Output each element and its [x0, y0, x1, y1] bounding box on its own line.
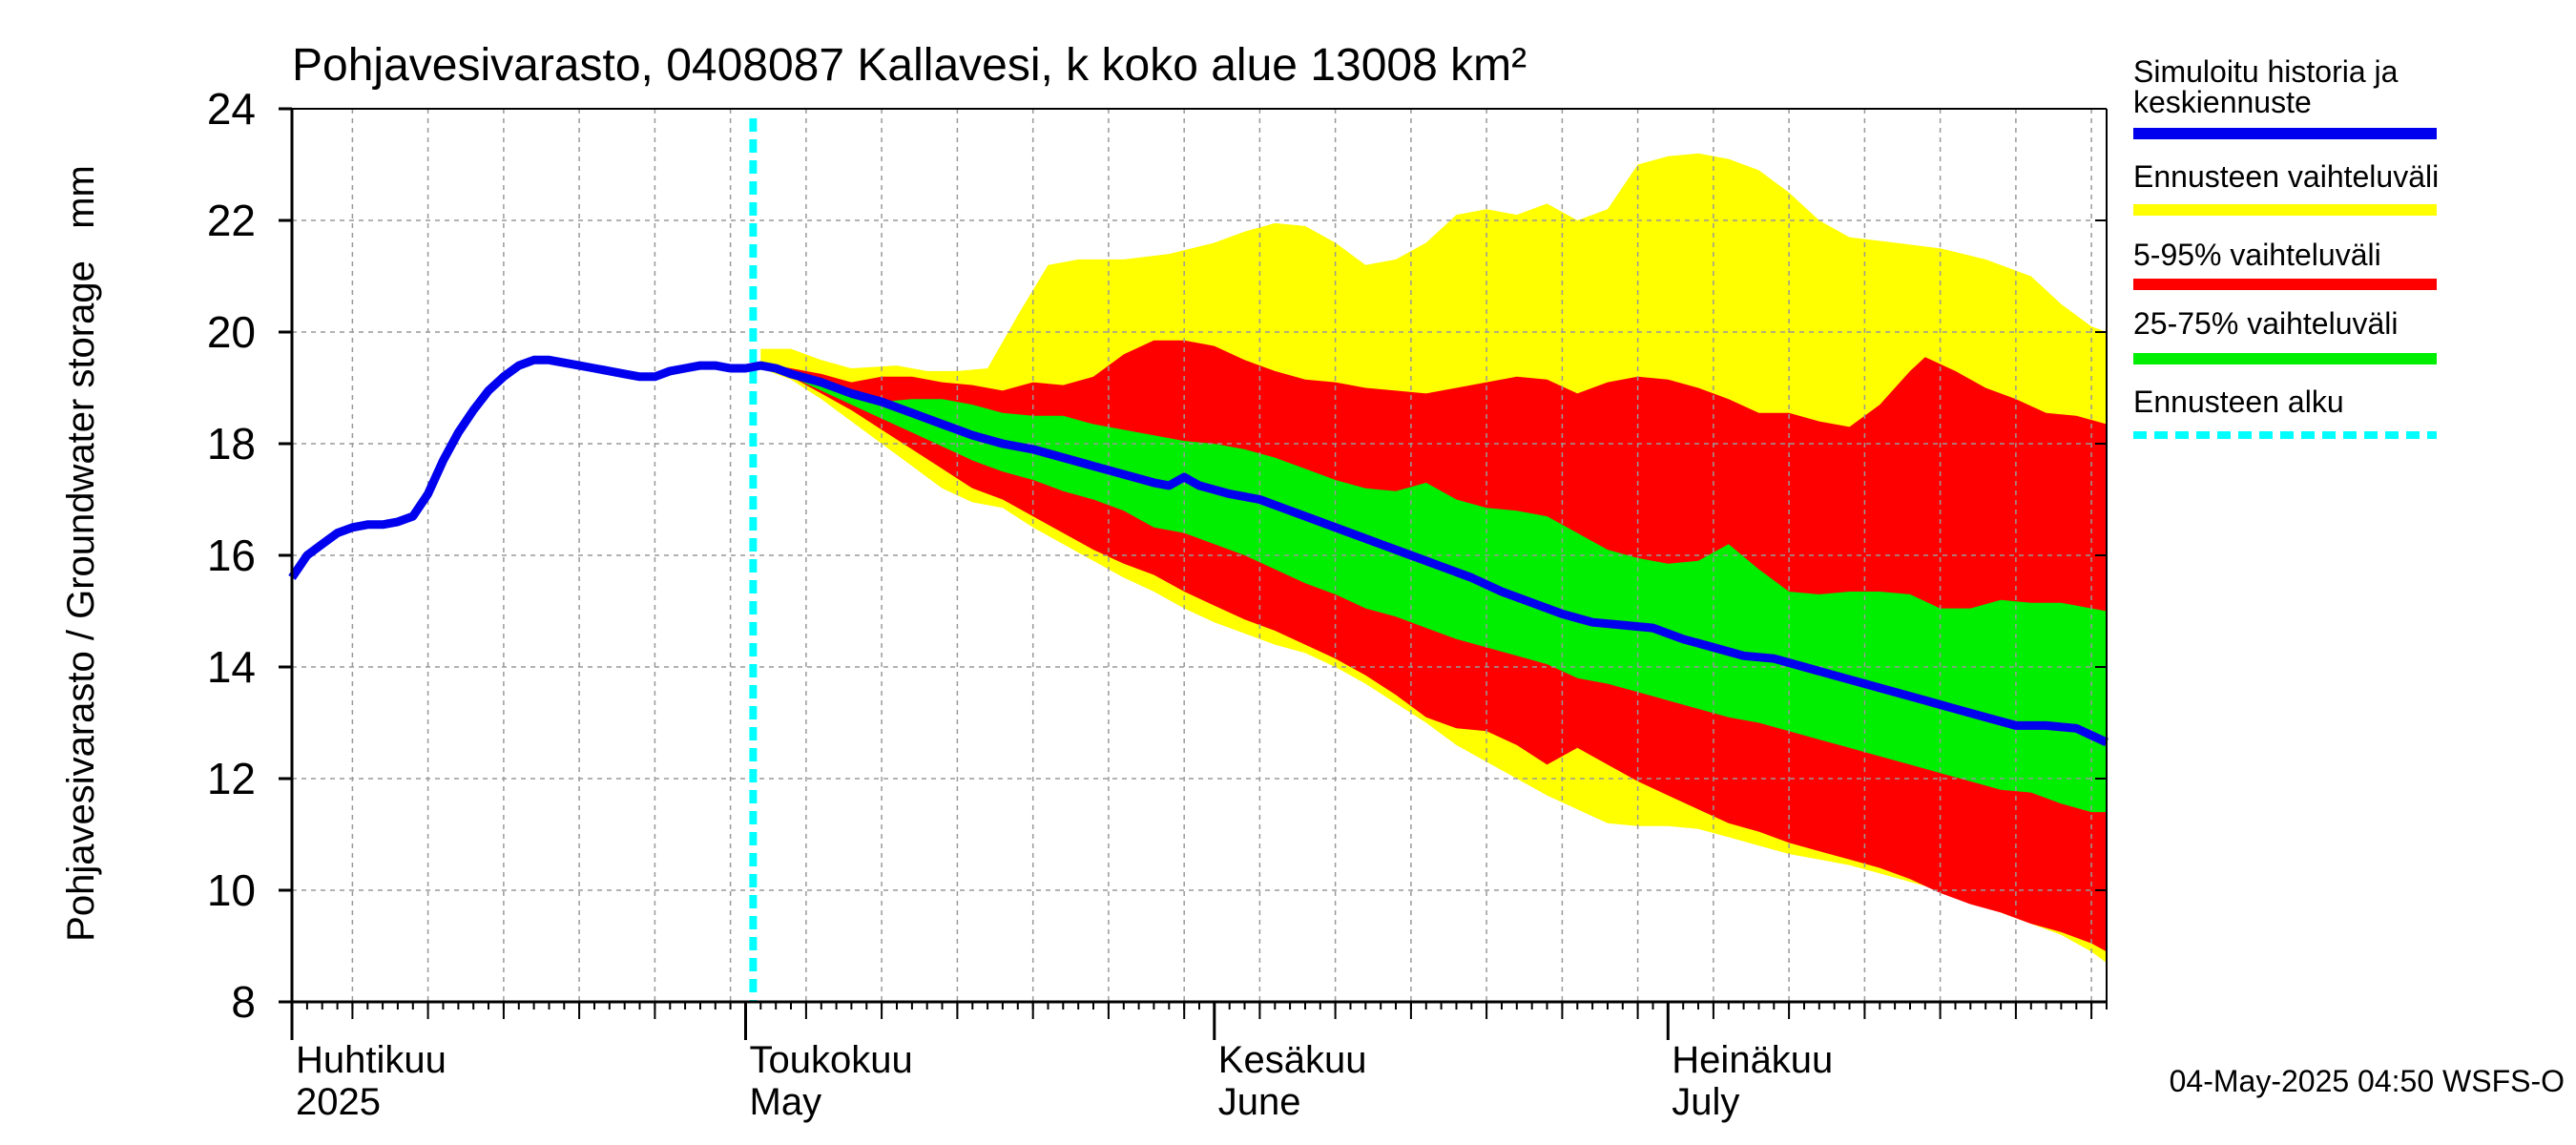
- median-line-layer: [288, 355, 2109, 747]
- y-axis-ticks: 8 10 12 14 16 18 20 22 24: [207, 84, 2107, 1027]
- chart-title: Pohjavesivarasto, 0408087 Kallavesi, k k…: [292, 40, 1527, 91]
- y-tick-label: 14: [207, 642, 256, 692]
- month-label-en: July: [1672, 1081, 1739, 1123]
- legend-label: 25-75% vaihteluväli: [2133, 306, 2399, 341]
- month-label-en: May: [750, 1081, 822, 1123]
- y-tick-label: 20: [207, 307, 256, 357]
- forecast-bands: [760, 153, 2107, 964]
- timestamp-footer: 04-May-2025 04:50 WSFS-O: [2170, 1064, 2565, 1098]
- y-tick-label: 16: [207, 531, 256, 580]
- y-axis-label: Pohjavesivarasto / Groundwater storage m…: [60, 165, 102, 942]
- month-label-fi: Toukokuu: [750, 1039, 913, 1081]
- legend-label: Simuloitu historia ja: [2133, 54, 2399, 89]
- legend-label: 5-95% vaihteluväli: [2133, 238, 2381, 272]
- month-label-fi: Kesäkuu: [1218, 1039, 1367, 1081]
- band-3: [791, 370, 2107, 813]
- y-tick-label: 12: [207, 754, 256, 803]
- month-label-fi: Heinäkuu: [1672, 1039, 1833, 1081]
- month-label-en: 2025: [296, 1081, 381, 1123]
- y-tick-label: 22: [207, 196, 256, 245]
- legend-label: keskiennuste: [2133, 85, 2312, 119]
- month-label-en: June: [1218, 1081, 1301, 1123]
- median-forecast-line: [288, 355, 2109, 747]
- month-label-fi: Huhtikuu: [296, 1039, 447, 1081]
- gridlines: [292, 109, 2107, 1002]
- y-tick-label: 24: [207, 84, 256, 134]
- legend-label: Ennusteen vaihteluväli: [2133, 159, 2439, 194]
- y-tick-label: 8: [231, 977, 256, 1027]
- y-tick-label: 18: [207, 419, 256, 468]
- y-tick-label: 10: [207, 865, 256, 915]
- legend-label: Ennusteen alku: [2133, 385, 2344, 419]
